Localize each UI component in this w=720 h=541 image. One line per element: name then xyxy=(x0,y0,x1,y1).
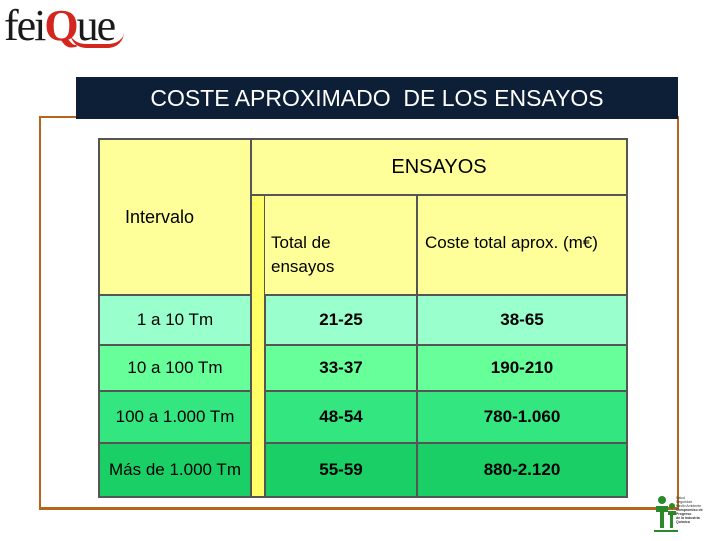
ensayos-group-header: ENSAYOS xyxy=(251,139,627,195)
ensayos-header-text: ENSAYOS xyxy=(391,155,487,178)
table-row-intervalo: 100 a 1.000 Tm xyxy=(99,391,251,443)
people-icon xyxy=(654,496,678,532)
feique-logo: feiQue xyxy=(4,2,124,50)
coste-header-cell xyxy=(417,195,627,295)
table-row-total: 21-25 xyxy=(265,295,417,345)
coste-header-text: Coste total aprox. (m€) xyxy=(425,233,598,252)
total-header-text: Total de ensayos xyxy=(271,233,335,276)
table-row-total: 33-37 xyxy=(265,345,417,391)
table-row-total: 48-54 xyxy=(265,391,417,443)
compromiso-progreso-badge: Salud Seguridad Medio Ambiente Compromis… xyxy=(654,492,716,538)
table-row-intervalo: Más de 1.000 Tm xyxy=(99,443,251,497)
table-row-intervalo: 1 a 10 Tm xyxy=(99,295,251,345)
intervalo-header-text: Intervalo xyxy=(125,207,195,227)
separator-stripe xyxy=(251,195,265,497)
table-row-coste: 780-1.060 xyxy=(417,391,627,443)
logo-swoosh-icon xyxy=(70,32,124,48)
table-row-coste: 190-210 xyxy=(417,345,627,391)
badge-text: Salud Seguridad Medio Ambiente Compromis… xyxy=(676,496,703,524)
slide-title: COSTE APROXIMADO DE LOS ENSAYOS xyxy=(76,77,678,119)
intervalo-header-cell xyxy=(99,139,251,295)
table-row-coste: 38-65 xyxy=(417,295,627,345)
total-header-cell xyxy=(251,195,417,295)
table-row-intervalo: 10 a 100 Tm xyxy=(99,345,251,391)
table-row-total: 55-59 xyxy=(265,443,417,497)
costs-table: ENSAYOS Intervalo Total de ensayos Coste… xyxy=(98,138,628,498)
table-row-coste: 880-2.120 xyxy=(417,443,627,497)
